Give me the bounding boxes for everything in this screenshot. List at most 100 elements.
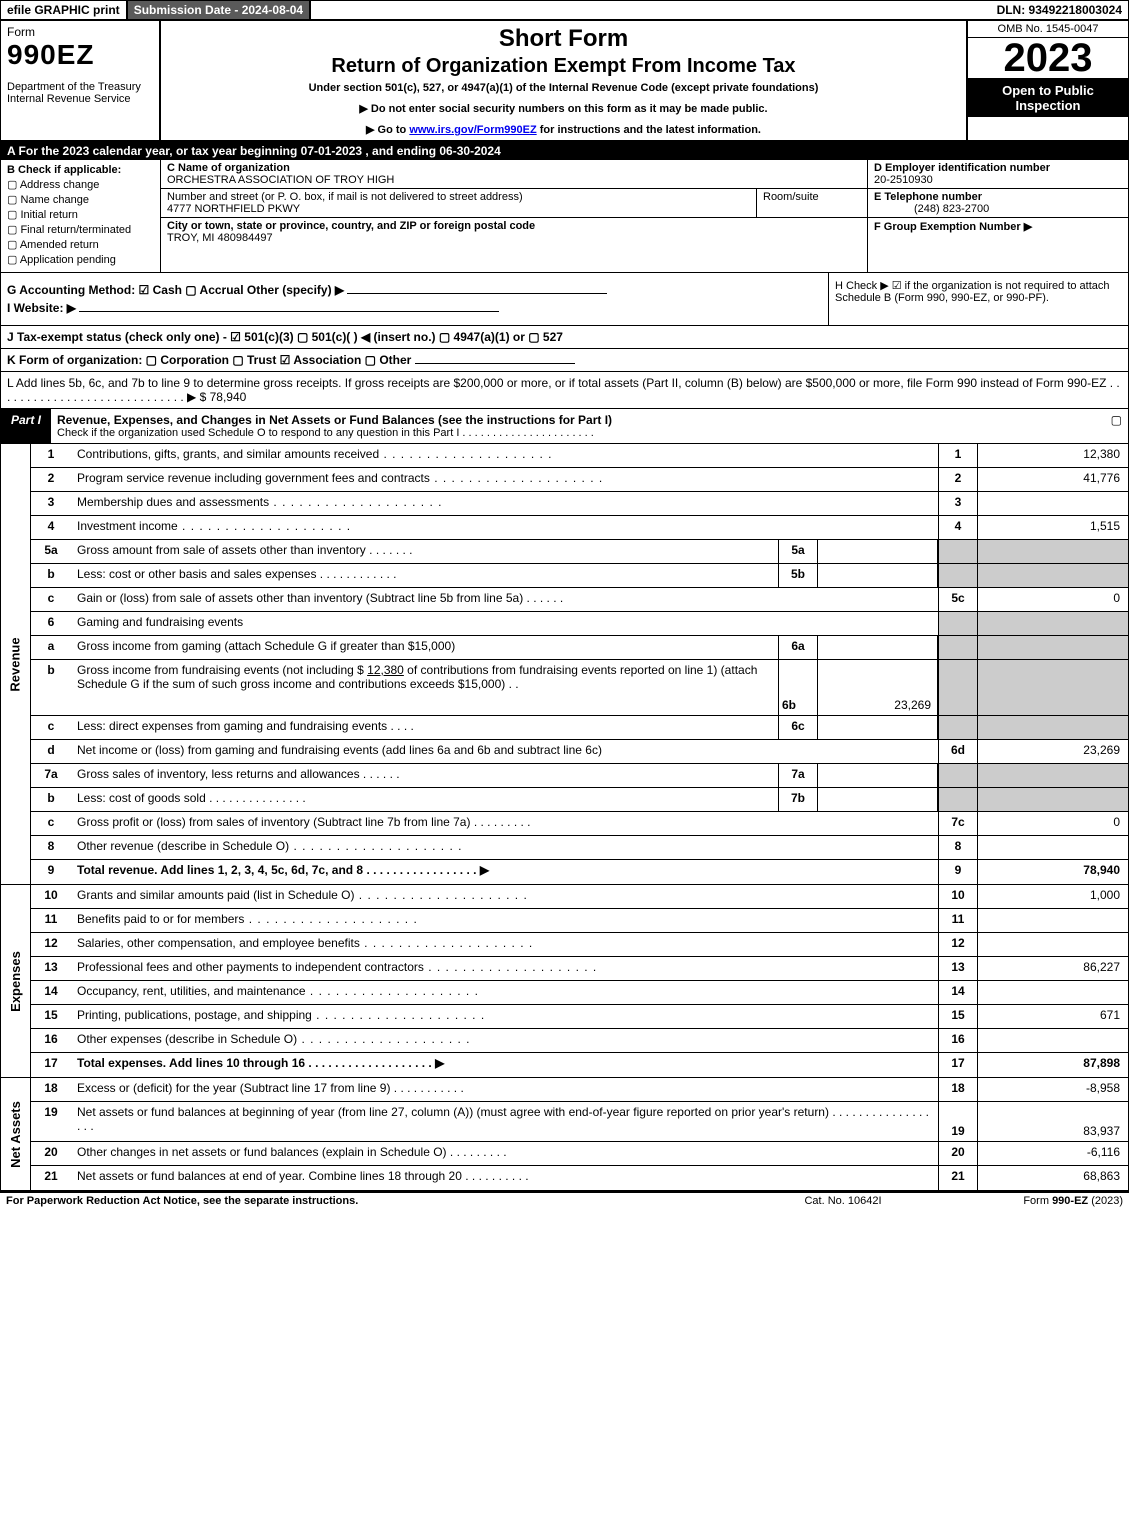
ghi-left: G Accounting Method: ☑ Cash ▢ Accrual Ot…	[1, 273, 828, 325]
row-l: L Add lines 5b, 6c, and 7b to line 9 to …	[1, 372, 1128, 409]
line-9-desc: Total revenue. Add lines 1, 2, 3, 4, 5c,…	[71, 860, 938, 884]
box-e: E Telephone number (248) 823-2700	[868, 189, 1128, 218]
paperwork-notice: For Paperwork Reduction Act Notice, see …	[6, 1195, 743, 1207]
box-c: C Name of organization ORCHESTRA ASSOCIA…	[161, 160, 868, 272]
line-6c-desc: Less: direct expenses from gaming and fu…	[71, 716, 778, 739]
line-2-desc: Program service revenue including govern…	[71, 468, 938, 491]
line-6a-desc: Gross income from gaming (attach Schedul…	[71, 636, 778, 659]
row-g: G Accounting Method: ☑ Cash ▢ Accrual Ot…	[7, 283, 822, 297]
street-block: Number and street (or P. O. box, if mail…	[161, 189, 757, 217]
line-6-amt-shade	[978, 612, 1128, 635]
page-footer: For Paperwork Reduction Act Notice, see …	[0, 1193, 1129, 1209]
city-block: City or town, state or province, country…	[161, 218, 867, 246]
line-5a-sv	[818, 540, 938, 563]
line-14-num: 14	[31, 981, 71, 1004]
line-7a-desc: Gross sales of inventory, less returns a…	[71, 764, 778, 787]
tax-year: 2023	[968, 38, 1128, 79]
revenue-side-label: Revenue	[1, 444, 31, 884]
line-11-ln: 11	[938, 909, 978, 932]
line-5c-ln: 5c	[938, 588, 978, 611]
line-5b-ln-shade	[938, 564, 978, 587]
line-21-amt: 68,863	[978, 1166, 1128, 1190]
part-i-note: Check if the organization used Schedule …	[57, 427, 1092, 439]
room-suite: Room/suite	[757, 189, 867, 217]
chk-initial-return[interactable]: Initial return	[7, 208, 154, 221]
form-header: Form 990EZ Department of the Treasury In…	[1, 21, 1128, 142]
line-12-amt	[978, 933, 1128, 956]
line-1-num: 1	[31, 444, 71, 467]
line-6d-num: d	[31, 740, 71, 763]
chk-amended-return[interactable]: Amended return	[7, 238, 154, 251]
city-state-zip: TROY, MI 480984497	[167, 232, 273, 244]
cat-no: Cat. No. 10642I	[743, 1195, 943, 1207]
line-14-amt	[978, 981, 1128, 1004]
line-17-num: 17	[31, 1053, 71, 1077]
form-990ez: efile GRAPHIC print Submission Date - 20…	[0, 0, 1129, 1193]
line-5b-num: b	[31, 564, 71, 587]
line-8-ln: 8	[938, 836, 978, 859]
line-2-num: 2	[31, 468, 71, 491]
chk-application-pending[interactable]: Application pending	[7, 253, 154, 266]
street-label: Number and street (or P. O. box, if mail…	[167, 191, 750, 203]
line-12-ln: 12	[938, 933, 978, 956]
line-5b-sn: 5b	[778, 564, 818, 587]
line-6c-ln-shade	[938, 716, 978, 739]
chk-final-return[interactable]: Final return/terminated	[7, 223, 154, 236]
org-name-label: C Name of organization	[167, 162, 861, 174]
line-7c-amt: 0	[978, 812, 1128, 835]
line-7a-sv	[818, 764, 938, 787]
line-6c-sn: 6c	[778, 716, 818, 739]
line-6-desc: Gaming and fundraising events	[71, 612, 938, 635]
line-5a-num: 5a	[31, 540, 71, 563]
row-j: J Tax-exempt status (check only one) - ☑…	[1, 326, 1128, 349]
line-20-desc: Other changes in net assets or fund bala…	[71, 1142, 938, 1165]
box-b-through-f: B Check if applicable: Address change Na…	[1, 160, 1128, 273]
ein-label: D Employer identification number	[874, 162, 1050, 174]
line-6c-sv	[818, 716, 938, 739]
irs-link[interactable]: www.irs.gov/Form990EZ	[409, 124, 536, 136]
row-l-text: L Add lines 5b, 6c, and 7b to line 9 to …	[7, 376, 1120, 404]
row-l-amount: 78,940	[210, 390, 247, 404]
line-18-desc: Excess or (deficit) for the year (Subtra…	[71, 1078, 938, 1101]
line-2-ln: 2	[938, 468, 978, 491]
line-5b-sv	[818, 564, 938, 587]
line-7b-num: b	[31, 788, 71, 811]
chk-name-change[interactable]: Name change	[7, 193, 154, 206]
line-6c-num: c	[31, 716, 71, 739]
header-left: Form 990EZ Department of the Treasury In…	[1, 21, 161, 140]
line-7b-desc: Less: cost of goods sold . . . . . . . .…	[71, 788, 778, 811]
line-17-amt: 87,898	[978, 1053, 1128, 1077]
line-15-ln: 15	[938, 1005, 978, 1028]
line-20-amt: -6,116	[978, 1142, 1128, 1165]
line-10-amt: 1,000	[978, 885, 1128, 908]
open-to-public: Open to Public Inspection	[968, 79, 1128, 117]
box-d-e-f: D Employer identification number 20-2510…	[868, 160, 1128, 272]
line-16-desc: Other expenses (describe in Schedule O)	[71, 1029, 938, 1052]
chk-address-change[interactable]: Address change	[7, 178, 154, 191]
part-i-checkbox[interactable]: ▢	[1098, 409, 1128, 443]
line-6d-amt: 23,269	[978, 740, 1128, 763]
return-title: Return of Organization Exempt From Incom…	[169, 55, 958, 78]
ein-value: 20-2510930	[874, 174, 933, 186]
line-6d-desc: Net income or (loss) from gaming and fun…	[71, 740, 938, 763]
dept-treasury: Department of the Treasury Internal Reve…	[7, 81, 153, 105]
goto-post: for instructions and the latest informat…	[537, 124, 761, 136]
part-i-tab: Part I	[1, 409, 51, 443]
line-19-num: 19	[31, 1102, 71, 1141]
line-6a-sn: 6a	[778, 636, 818, 659]
net-assets-section: Net Assets 18Excess or (deficit) for the…	[1, 1078, 1128, 1192]
city-label: City or town, state or province, country…	[167, 220, 861, 232]
line-10-num: 10	[31, 885, 71, 908]
topbar-spacer	[311, 1, 990, 19]
line-11-num: 11	[31, 909, 71, 932]
line-10-ln: 10	[938, 885, 978, 908]
under-section: Under section 501(c), 527, or 4947(a)(1)…	[169, 82, 958, 94]
line-20-ln: 20	[938, 1142, 978, 1165]
group-exemption-label: F Group Exemption Number ▶	[874, 221, 1032, 233]
no-ssn-warning: ▶ Do not enter social security numbers o…	[169, 102, 958, 115]
line-4-amt: 1,515	[978, 516, 1128, 539]
efile-print-label[interactable]: efile GRAPHIC print	[1, 1, 128, 19]
revenue-section: Revenue 1Contributions, gifts, grants, a…	[1, 444, 1128, 885]
line-13-amt: 86,227	[978, 957, 1128, 980]
line-7b-ln-shade	[938, 788, 978, 811]
